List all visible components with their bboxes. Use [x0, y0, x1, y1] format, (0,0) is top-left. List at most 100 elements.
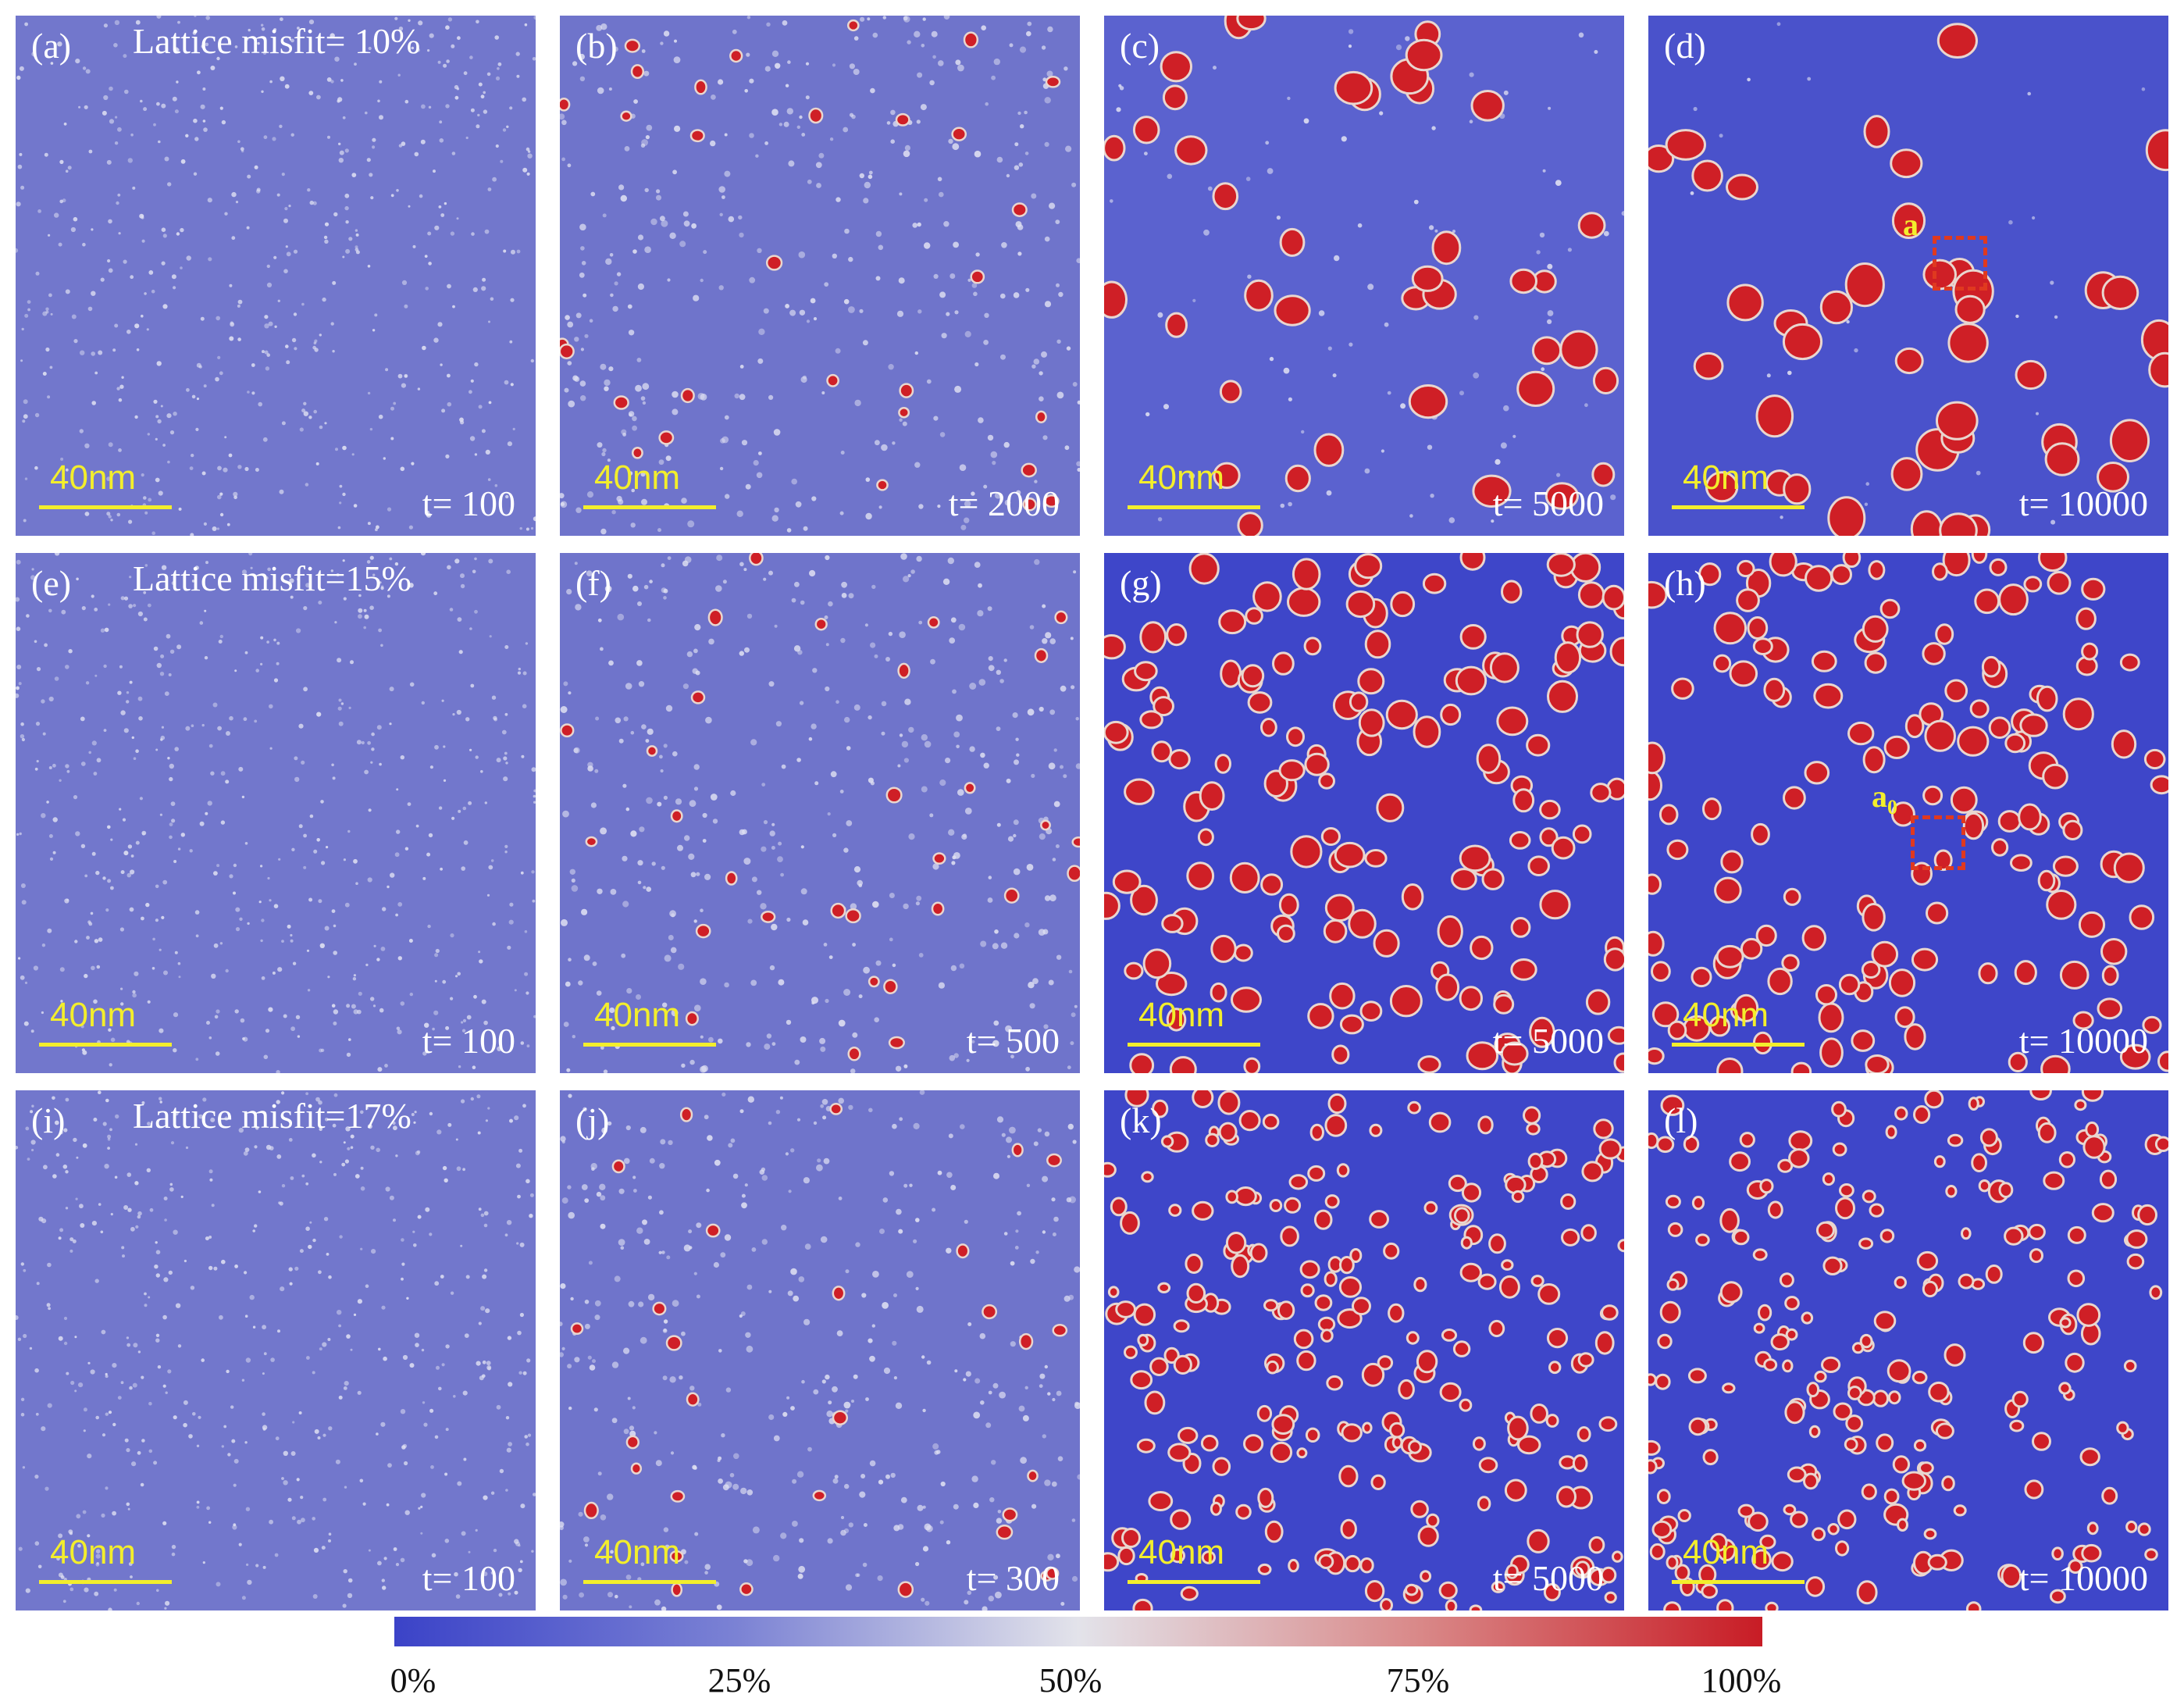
solute-dot [600, 1195, 606, 1201]
solute-dot [721, 1092, 726, 1097]
solute-dot [436, 1365, 440, 1370]
panel-f-time-label: t= 500 [966, 1021, 1060, 1061]
solute-dot [1610, 494, 1616, 501]
solute-dot [333, 1021, 337, 1025]
solute-dot [338, 698, 342, 702]
solute-dot [826, 1411, 833, 1418]
precipitate [2019, 713, 2048, 737]
solute-dot [624, 146, 630, 152]
solute-dot [255, 1126, 259, 1130]
panel-f-precipitates [560, 553, 1080, 1073]
solute-dot [768, 394, 774, 400]
solute-dot [450, 1291, 454, 1295]
solute-dot [522, 97, 526, 102]
solute-dot [58, 1236, 62, 1240]
solute-dot [42, 732, 46, 736]
solute-dot [376, 1432, 379, 1436]
solute-dot [294, 756, 298, 761]
precipitate [1472, 474, 1512, 508]
solute-dot [88, 149, 93, 154]
solute-dot [1327, 346, 1332, 351]
solute-dot [675, 798, 682, 805]
solute-dot [613, 46, 618, 52]
solute-dot [903, 1183, 908, 1188]
precipitate [1885, 1125, 1897, 1140]
precipitate [1942, 553, 1971, 577]
solute-dot [102, 1433, 106, 1437]
solute-dot [305, 583, 311, 588]
solute-dot [899, 631, 906, 638]
solute-dot [114, 141, 119, 145]
precipitate [1759, 1179, 1774, 1194]
panel-i-field [16, 1090, 536, 1610]
solute-dot [20, 1412, 25, 1417]
solute-dot [1073, 570, 1077, 574]
solute-dot [334, 621, 337, 624]
solute-dot [379, 762, 382, 766]
solute-dot [401, 141, 406, 146]
solute-dot [421, 701, 425, 705]
solute-dot [1010, 1261, 1015, 1266]
solute-dot [283, 1450, 288, 1456]
solute-dot [440, 867, 443, 871]
solute-dot [915, 1218, 920, 1222]
solute-dot [729, 1472, 735, 1478]
precipitate [1405, 38, 1443, 72]
precipitate [1523, 1106, 1541, 1125]
solute-dot [479, 959, 483, 964]
solute-dot [483, 1495, 488, 1500]
solute-dot [283, 1480, 288, 1486]
solute-dot [141, 916, 144, 921]
solute-dot [422, 876, 426, 880]
panel-b-background [560, 16, 1080, 536]
solute-dot [59, 1228, 64, 1232]
solute-dot [989, 1497, 995, 1503]
solute-dot [144, 564, 148, 567]
precipitate [1320, 827, 1341, 846]
solute-dot [859, 1491, 866, 1498]
solute-dot [868, 174, 873, 180]
solute-dot [596, 990, 602, 996]
solute-dot [758, 451, 762, 455]
panel-d: (d) a 40nm t= 10000 [1648, 16, 2168, 536]
solute-dot [319, 1347, 322, 1351]
solute-dot [354, 229, 358, 232]
solute-dot [686, 651, 693, 658]
solute-dot [34, 640, 37, 644]
solute-dot [950, 1185, 957, 1190]
solute-dot [888, 631, 893, 637]
solute-dot [126, 1502, 130, 1507]
solute-dot [773, 1554, 780, 1562]
solute-dot [129, 680, 133, 684]
solute-dot [415, 824, 419, 828]
precipitate [1978, 962, 1998, 985]
solute-dot [246, 1563, 249, 1566]
solute-dot [204, 609, 207, 612]
solute-dot [1024, 110, 1028, 115]
solute-dot [956, 714, 963, 722]
solute-dot [750, 979, 757, 986]
solute-dot [71, 314, 77, 319]
solute-dot [567, 163, 572, 168]
solute-dot [583, 954, 590, 961]
solute-dot [173, 286, 176, 290]
solute-dot [110, 886, 114, 890]
solute-dot [290, 1176, 294, 1180]
solute-dot [1028, 982, 1035, 989]
solute-dot [394, 562, 399, 566]
solute-dot [704, 1115, 709, 1120]
solute-dot [575, 604, 582, 611]
solute-dot [217, 465, 222, 471]
solute-dot [848, 593, 854, 599]
precipitate [665, 1335, 682, 1351]
solute-dot [909, 1183, 913, 1187]
solute-dot [829, 137, 834, 141]
precipitate [560, 723, 575, 738]
solute-dot [42, 372, 47, 376]
solute-dot [526, 1044, 530, 1048]
solute-dot [1077, 400, 1080, 405]
precipitate [2065, 1352, 2085, 1373]
precipitate [829, 1103, 843, 1115]
solute-dot [285, 245, 288, 248]
precipitate [2100, 938, 2128, 965]
